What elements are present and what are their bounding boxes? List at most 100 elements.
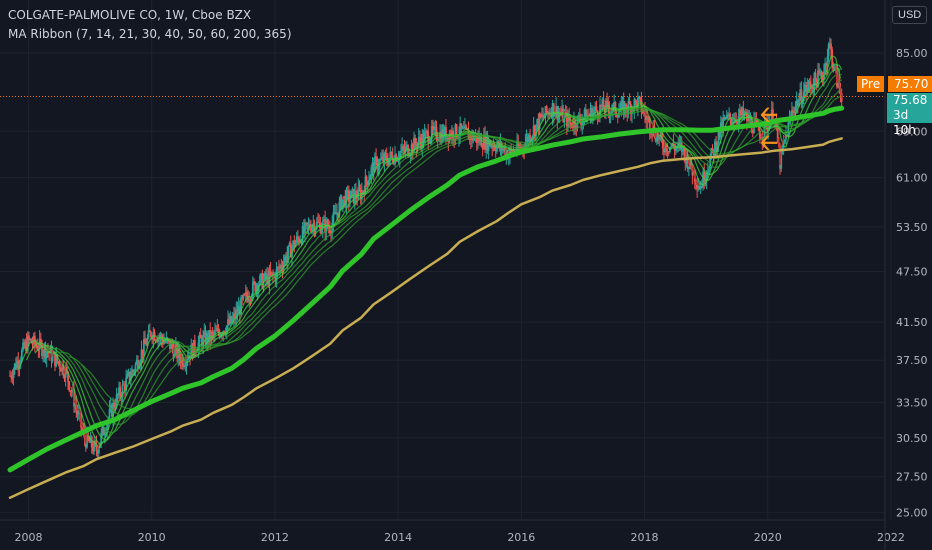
candle-body <box>821 76 824 80</box>
ma-200-line <box>7 105 845 473</box>
candle-body <box>201 338 203 347</box>
candle-body <box>141 349 144 356</box>
candle-body <box>532 125 535 136</box>
candle-body <box>292 240 295 248</box>
ma-ribbon-falling-segment <box>182 361 185 364</box>
candle-body <box>248 299 251 302</box>
currency-button[interactable]: USD <box>892 6 928 24</box>
candle-body <box>215 330 218 332</box>
ma-ribbon-falling-segment <box>74 400 77 406</box>
ma-ribbon-falling-segment <box>63 363 67 375</box>
candle-body <box>827 44 830 57</box>
ma-ribbon-falling-segment <box>72 385 75 403</box>
candle-body <box>228 319 231 325</box>
candle-body <box>22 342 24 350</box>
candle-body <box>86 432 88 448</box>
candle-body <box>202 335 205 347</box>
candle-body <box>144 339 146 344</box>
arrow-left-icon: 🡠 <box>760 102 778 127</box>
candle-body <box>338 202 341 217</box>
ma-ribbon-line <box>34 67 841 441</box>
x-tick-label: 2010 <box>138 531 166 544</box>
candle-body <box>757 123 760 131</box>
candle-body <box>334 212 337 215</box>
x-tick-label: 2008 <box>14 531 42 544</box>
indicator-legend[interactable]: MA Ribbon (7, 14, 21, 30, 40, 50, 60, 20… <box>8 27 292 41</box>
candle-body <box>631 107 633 115</box>
candle-body <box>601 99 604 107</box>
candle-body <box>16 360 19 369</box>
candle-body <box>74 404 77 407</box>
y-tick-label: 53.50 <box>896 221 928 234</box>
candle-body <box>400 150 402 153</box>
candle-body <box>116 394 119 396</box>
candle-body <box>725 115 728 119</box>
candle-body <box>639 97 642 99</box>
candle-body <box>613 102 616 105</box>
candle-body <box>243 294 246 296</box>
ma-ribbon-falling-segment <box>665 146 668 149</box>
candle-body <box>493 145 496 150</box>
candle-body <box>747 115 749 121</box>
candle-body <box>535 124 537 136</box>
x-tick-label: 2016 <box>507 531 535 544</box>
candle-body <box>761 139 764 141</box>
candle-body <box>588 115 591 117</box>
candle-body <box>794 106 797 114</box>
candle-body <box>561 108 563 115</box>
candle-body <box>411 144 414 153</box>
candle-body <box>455 124 458 138</box>
candle-body <box>57 361 60 363</box>
candle-body <box>173 347 176 358</box>
candle-body <box>250 296 253 300</box>
candle-body <box>410 144 413 155</box>
candle-body <box>150 332 152 338</box>
candle-body <box>312 223 315 226</box>
candle-body <box>100 432 103 443</box>
candle-body <box>10 375 13 378</box>
candle-body <box>381 156 383 160</box>
candle-body <box>809 84 812 89</box>
candle-body <box>286 255 289 263</box>
candle-body <box>128 371 131 381</box>
candle-body <box>440 132 443 143</box>
candle-body <box>641 111 644 113</box>
candle-body <box>595 106 598 111</box>
candle-body <box>664 144 667 153</box>
ma-ribbon-falling-segment <box>697 182 701 187</box>
y-tick-label: 30.50 <box>896 432 928 445</box>
candle-body <box>343 195 345 200</box>
candle-body <box>772 109 774 123</box>
candle-body <box>663 148 665 153</box>
candle-body <box>480 136 483 148</box>
candle-body <box>589 108 592 116</box>
candle-body <box>687 166 690 169</box>
candle-body <box>600 104 603 107</box>
candle-body <box>581 120 584 126</box>
candle-body <box>135 359 138 364</box>
candle-body <box>722 119 725 130</box>
candle-body <box>533 125 536 136</box>
candle-body <box>95 443 98 452</box>
candle-body <box>342 199 344 210</box>
candle-body <box>246 292 248 297</box>
candle-body <box>333 212 336 214</box>
candle-body <box>428 141 431 143</box>
candle-body <box>233 313 235 319</box>
candle-body <box>137 359 139 369</box>
candle-body <box>314 228 317 233</box>
candle-body <box>550 112 553 117</box>
candle-body <box>125 378 128 391</box>
candle-body <box>491 145 494 148</box>
candle-body <box>212 332 215 335</box>
candle-body <box>467 129 470 140</box>
candle-body <box>31 343 34 345</box>
candle-body <box>189 355 191 359</box>
candle-body <box>229 316 232 325</box>
candle-body <box>359 189 362 200</box>
candle-body <box>715 141 717 152</box>
candle-body <box>802 91 805 102</box>
candle-body <box>65 367 68 372</box>
candle-body <box>403 148 406 152</box>
